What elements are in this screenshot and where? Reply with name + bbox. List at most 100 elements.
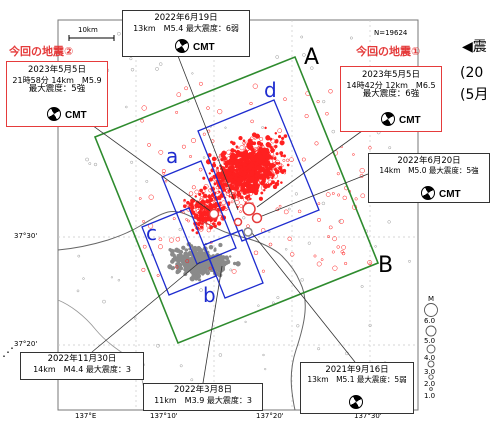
- past-hypocenter: [133, 317, 137, 320]
- dots-marker: ⋰: [2, 345, 14, 359]
- recent-hypocenter: [206, 223, 211, 228]
- recent-hypocenter: [261, 269, 265, 273]
- recent-hypocenters: [138, 81, 373, 277]
- recent-hypocenter: [317, 217, 321, 222]
- event-box-2022-03-08: 2022年3月8日 11km M3.9 最大震度：3: [143, 383, 263, 411]
- lon-label-3: 137°20': [256, 412, 284, 420]
- past-hypocenter: [196, 264, 201, 269]
- recent-hypocenter: [277, 128, 283, 134]
- past-hypocenter: [219, 264, 226, 271]
- recent-hypocenter: [354, 197, 358, 201]
- recent-hypocenter: [314, 141, 319, 146]
- recent-hypocenter: [340, 250, 344, 254]
- event-detail: 14km M5.0 最大震度：5強: [379, 165, 479, 175]
- past-hypocenter: [275, 55, 279, 59]
- past-hypocenter: [130, 68, 135, 72]
- recent-hypocenter: [328, 89, 333, 94]
- recent-hypocenter: [248, 143, 252, 147]
- recent-hypocenter: [208, 266, 212, 270]
- past-hypocenter: [197, 278, 202, 282]
- mainshock-m65: [242, 202, 256, 216]
- recent-hypocenter: [258, 196, 264, 201]
- recent-hypocenter: [231, 152, 235, 157]
- recent-hypocenter: [265, 135, 271, 141]
- past-hypocenter: [257, 304, 260, 307]
- recent-hypocenter: [252, 83, 258, 89]
- past-hypocenter: [102, 299, 106, 304]
- recent-hypocenter: [367, 260, 373, 265]
- recent-hypocenter: [205, 199, 210, 204]
- recent-hypocenter: [245, 178, 251, 184]
- recent-hypocenter: [216, 221, 222, 226]
- recent-hypocenter: [194, 195, 198, 198]
- recent-hypocenter: [197, 220, 201, 224]
- past-hypocenter: [322, 99, 326, 104]
- past-hypocenter: [300, 278, 304, 282]
- recent-hypocenter: [249, 186, 255, 192]
- recent-hypocenter: [276, 179, 280, 183]
- recent-hypocenter: [226, 168, 231, 172]
- recent-hypocenter: [243, 169, 246, 172]
- recent-hypocenter: [207, 206, 211, 210]
- recent-hypocenter: [287, 236, 292, 241]
- sample-count: N=19624: [374, 29, 408, 37]
- recent-hypocenter: [187, 219, 190, 223]
- past-hypocenter: [261, 126, 264, 129]
- cmt-label: CMT: [65, 110, 87, 121]
- recent-hypocenter: [156, 274, 160, 277]
- recent-hypocenter: [206, 228, 211, 233]
- recent-hypocenter: [282, 158, 286, 162]
- recent-hypocenter: [142, 220, 145, 223]
- recent-hypocenter: [207, 217, 211, 221]
- lat-label-2: 37°20': [14, 340, 38, 348]
- past-hypocenter: [177, 262, 182, 266]
- region-box-d: [197, 99, 320, 242]
- recent-hypocenter: [202, 176, 206, 180]
- recent-hypocenter: [202, 193, 208, 199]
- scale-label: 10km: [78, 26, 98, 34]
- recent-hypocenter: [218, 196, 222, 201]
- recent-hypocenter: [246, 194, 251, 198]
- past-hypocenter: [317, 347, 321, 351]
- recent-hypocenter: [269, 170, 274, 175]
- past-hypocenter: [155, 67, 159, 71]
- past-hypocenter: [178, 227, 182, 232]
- past-hypocenter: [388, 146, 392, 150]
- recent-hypocenter: [238, 135, 243, 141]
- past-hypocenter: [175, 268, 181, 274]
- recent-hypocenter: [359, 167, 365, 174]
- cmt-mechanism-icon: [381, 112, 395, 126]
- recent-hypocenter: [246, 175, 250, 178]
- recent-hypocenter: [254, 137, 257, 140]
- cross-section-box: [93, 55, 380, 345]
- recent-hypocenter: [215, 168, 219, 173]
- recent-hypocenter: [214, 203, 218, 207]
- recent-hypocenter: [210, 177, 214, 180]
- past-hypocenter: [192, 245, 198, 252]
- recent-hypocenter: [220, 152, 226, 158]
- recent-hypocenter: [273, 173, 278, 179]
- past-hypocenter: [184, 248, 188, 252]
- region-box-c: [141, 207, 217, 296]
- recent-hypocenter: [207, 194, 211, 198]
- event-intensity: 最大震度：5強: [28, 83, 86, 94]
- recent-hypocenter: [202, 132, 206, 136]
- past-hypocenter: [310, 66, 314, 70]
- recent-hypocenter: [283, 209, 289, 215]
- recent-hypocenter: [277, 134, 282, 139]
- recent-hypocenter: [267, 159, 271, 162]
- past-hypocenter: [202, 156, 206, 159]
- recent-hypocenter: [148, 194, 154, 200]
- event-intensity: 最大震度：6強: [362, 88, 420, 99]
- recent-hypocenter: [274, 132, 278, 135]
- recent-hypocenter: [242, 155, 248, 161]
- recent-hypocenter: [255, 134, 260, 139]
- lon-label-4: 137°30': [354, 412, 382, 420]
- recent-hypocenter: [235, 152, 240, 158]
- recent-hypocenter: [182, 211, 185, 214]
- recent-hypocenter: [176, 92, 182, 97]
- recent-hypocenter: [327, 235, 330, 239]
- recent-hypocenter: [270, 138, 276, 144]
- past-hypocenter: [216, 266, 220, 270]
- recent-hypocenter: [208, 172, 212, 175]
